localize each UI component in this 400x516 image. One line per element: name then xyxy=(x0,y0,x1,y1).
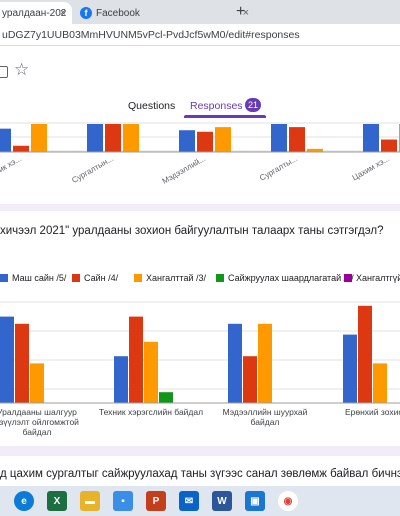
active-tab-indicator xyxy=(184,115,266,118)
address-bar[interactable]: uDGZ7y1UUB03MmHVUNM5vPcl-PvdJcf5wM0/edit… xyxy=(0,24,400,46)
tab-title: уралдаан-202 xyxy=(2,7,67,19)
tab-responses[interactable]: Responses xyxy=(190,100,243,112)
question-card-3: д цахим сургалтыг сайжруулахад таны зүгэ… xyxy=(0,456,400,486)
question-title: д цахим сургалтыг сайжруулахад таны зүгэ… xyxy=(0,468,400,480)
legend-item-5[interactable]: Маш сайн /5/ xyxy=(0,273,66,283)
question-card-2: хичээл 2021" уралдааны зохион байгуулалт… xyxy=(0,211,400,446)
chart-bar xyxy=(215,127,231,152)
folder-icon[interactable] xyxy=(0,66,8,78)
new-tab-button[interactable]: + xyxy=(236,3,246,20)
x-tick-label: Техник хэрэгслийн байдал xyxy=(99,407,203,417)
chart-bar xyxy=(123,124,139,152)
close-tab-icon[interactable]: × xyxy=(59,7,66,19)
star-icon[interactable]: ☆ xyxy=(14,60,30,79)
chart-bar xyxy=(343,334,357,403)
chart-bar xyxy=(87,124,103,152)
forms-app-bar: ☆ Questions Responses 21 xyxy=(0,46,400,119)
chart-bar xyxy=(0,316,14,403)
question-card-1: ехник хэ... Сургалтын... Мэдээллий... Сурга… xyxy=(0,118,400,204)
chart-bar xyxy=(114,356,128,403)
photos-icon[interactable]: ▣ xyxy=(245,491,265,511)
url-text: uDGZ7y1UUB03MmHVUNM5vPcl-PvdJcf5wM0/edit… xyxy=(2,28,300,41)
x-tick-label: Сургалтын... xyxy=(70,154,115,185)
chart-bar xyxy=(381,139,397,152)
legend-swatch xyxy=(72,274,80,282)
browser-tab-bar: уралдаан-202 × f Facebook × + xyxy=(0,0,400,24)
chart-bar xyxy=(289,127,305,152)
chart-bar xyxy=(228,323,242,403)
legend-swatch xyxy=(0,274,8,282)
chart-bar xyxy=(258,323,272,403)
chart-bar xyxy=(31,124,47,152)
question-title: хичээл 2021" уралдааны зохион байгуулалт… xyxy=(0,225,384,237)
chart-bar xyxy=(307,148,323,152)
chart-bar xyxy=(13,145,29,152)
x-tick-label: Уралдааны шалгуур үзүүлэлт ойлгомжтой байд… xyxy=(0,407,79,437)
close-tab-icon[interactable]: × xyxy=(242,7,249,19)
chart-bar xyxy=(271,124,287,152)
store-icon[interactable]: ▪ xyxy=(113,491,133,511)
x-tick-label: ехник хэ... xyxy=(0,154,23,181)
chart-legend: Маш сайн /5/ Сайн /4/ Хангалттай /3/ Сай… xyxy=(0,273,400,287)
chart-bar xyxy=(30,363,44,403)
x-tick-label: Мэдээллий... xyxy=(161,154,207,186)
chart-bar xyxy=(105,124,121,152)
windows-taskbar: e X ▬ ▪ P ✉ W ▣ ◉ xyxy=(0,486,400,516)
chrome-icon[interactable]: ◉ xyxy=(278,491,298,511)
tab-questions[interactable]: Questions xyxy=(128,100,176,112)
facebook-icon: f xyxy=(80,7,92,19)
legend-item-1[interactable]: Хангалтгүй xyxy=(344,273,400,283)
bar-chart-1: ехник хэ... Сургалтын... Мэдээллий... Сурга… xyxy=(0,122,400,186)
legend-label: Сайн /4/ xyxy=(84,273,119,283)
bar-chart-2: Уралдааны шалгуур үзүүлэлт ойлгомжтой байд… xyxy=(0,301,400,437)
chart-bar xyxy=(358,305,372,403)
excel-icon[interactable]: X xyxy=(47,491,67,511)
tab-google-forms[interactable]: уралдаан-202 × xyxy=(0,2,72,24)
response-count-badge: 21 xyxy=(245,98,261,112)
legend-item-2[interactable]: Сайжруулах шаардлагатай /2/ xyxy=(216,273,354,283)
chart-bar xyxy=(373,363,387,403)
tab-title: Facebook xyxy=(96,7,140,19)
x-tick-label: Сургалты... xyxy=(258,154,299,183)
chart-bar xyxy=(197,131,213,152)
legend-swatch xyxy=(134,274,142,282)
legend-swatch xyxy=(344,274,352,282)
x-tick-label: Цахим хэ... xyxy=(351,154,391,183)
chart-bar xyxy=(144,341,158,403)
legend-swatch xyxy=(216,274,224,282)
tab-facebook[interactable]: f Facebook × xyxy=(76,2,255,24)
legend-label: Хангалтгүй xyxy=(356,273,400,283)
chart-bar xyxy=(0,128,11,152)
chart-bar xyxy=(129,316,143,403)
powerpoint-icon[interactable]: P xyxy=(146,491,166,511)
chart-bar xyxy=(363,124,379,152)
edge-icon[interactable]: e xyxy=(14,491,34,511)
mail-icon[interactable]: ✉ xyxy=(179,491,199,511)
legend-label: Маш сайн /5/ xyxy=(12,273,67,283)
x-tick-label: Мэдээллийн шуурхай байдал xyxy=(223,407,308,427)
chart-bar xyxy=(159,392,173,403)
chart-bar xyxy=(243,356,257,403)
chart-bar xyxy=(179,130,195,152)
legend-label: Сайжруулах шаардлагатай /2/ xyxy=(228,273,354,283)
chart-bar xyxy=(15,323,29,403)
word-icon[interactable]: W xyxy=(212,491,232,511)
file-explorer-icon[interactable]: ▬ xyxy=(80,491,100,511)
legend-item-4[interactable]: Сайн /4/ xyxy=(72,273,118,283)
x-tick-label: Ерөнхий зохион б xyxy=(345,407,400,417)
legend-item-3[interactable]: Хангалттай /3/ xyxy=(134,273,206,283)
legend-label: Хангалттай /3/ xyxy=(146,273,207,283)
